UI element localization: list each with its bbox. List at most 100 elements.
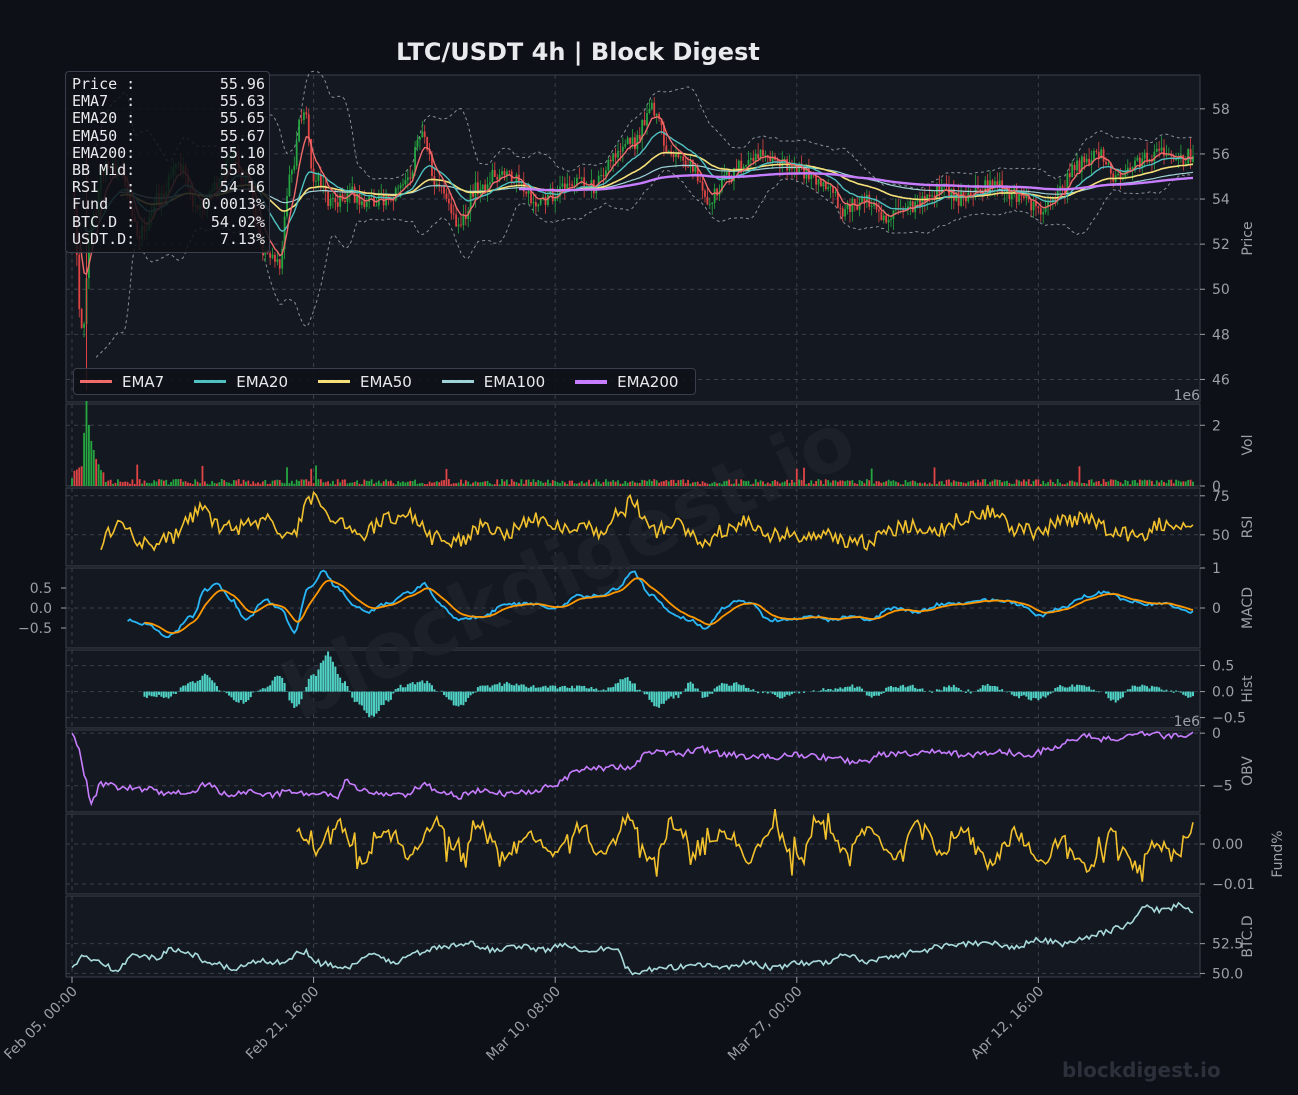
candle-body [1010,193,1013,200]
candle-body [1184,163,1187,165]
volume-bar [457,482,460,486]
histogram-bar [1083,685,1086,692]
histogram-bar [662,691,665,704]
histogram-bar [923,691,926,692]
histogram-bar [1136,686,1139,692]
volume-bar [805,484,808,486]
info-label: USDT.D: [72,229,136,248]
histogram-bar [653,691,656,707]
volume-bar [897,482,900,486]
histogram-bar [1076,684,1079,692]
volume-bar [682,479,685,486]
histogram-bar [812,690,815,692]
volume-bar [145,482,148,486]
volume-bar [972,480,975,486]
volume-bar [191,484,194,486]
volume-bar [481,481,484,486]
volume-bar [725,480,728,486]
candle-body [619,150,622,152]
histogram-bar [409,683,412,692]
candle-body [752,157,755,162]
candle-body [300,119,303,121]
volume-bar [346,483,349,486]
histogram-bar [938,689,941,692]
candle-body [851,199,854,212]
volume-bar [1051,482,1054,486]
volume-bar [580,480,583,486]
volume-bar [213,482,216,486]
histogram-bar [505,681,508,692]
histogram-bar [551,685,554,692]
volume-bar [1163,481,1165,486]
volume-bar [554,480,557,486]
volume-bar [1085,483,1088,486]
candle-body [764,155,767,157]
candle-body [580,177,583,179]
macd-signal-line [144,577,1194,634]
candle-body [1100,149,1103,159]
volume-bar [387,481,390,486]
candle-body [655,113,658,116]
candle-body [317,174,320,181]
volume-bar [1047,482,1049,486]
volume-bar [421,482,424,486]
candle-body [568,183,571,185]
histogram-bar [916,688,919,692]
volume-bar [522,483,525,486]
histogram-bar [836,688,839,692]
histogram-bar [194,682,197,692]
volume-bar [1153,484,1156,486]
histogram-bar [537,687,540,692]
volume-bar [1126,480,1129,486]
histogram-bar [554,685,557,692]
histogram-bar [1034,691,1037,699]
histogram-bar [1170,690,1173,692]
candle-body [1088,158,1091,165]
histogram-bar [228,691,231,696]
volume-bar [1001,482,1004,486]
histogram-bar [372,691,375,717]
candle-body [965,196,967,202]
volume-bar [503,481,506,486]
histogram-bar [295,691,298,707]
histogram-bar [544,685,547,692]
histogram-bar [382,691,385,705]
histogram-bar [592,689,595,692]
candle-body [919,200,921,207]
histogram-bar [880,691,883,695]
y-tick-label: −0.01 [1212,877,1255,893]
info-row: Price : 55.96 [72,75,265,93]
histogram-bar [491,685,494,692]
histogram-bar [943,686,946,692]
histogram-bar [1025,691,1028,697]
volume-bar [532,479,535,486]
x-tick-label: Mar 10, 08:00 [483,984,564,1065]
volume-bar [493,484,496,486]
histogram-bar [240,691,243,701]
volume-bar [348,482,351,486]
candle-body [344,200,346,202]
volume-bar [1080,483,1083,486]
volume-bar [670,479,673,486]
candle-body [1163,147,1165,156]
candle-body [274,254,276,262]
volume-bar [1151,480,1153,486]
histogram-bar [336,674,339,692]
histogram-bar [1049,691,1052,694]
candle-body [1035,202,1037,207]
volume-bar [501,479,503,486]
histogram-bar [621,679,624,692]
histogram-bar [602,689,605,692]
candle-body [795,164,798,174]
candle-body [933,195,936,200]
histogram-bar [757,691,760,694]
volume-bar [1049,479,1052,486]
histogram-bar [945,687,948,692]
candle-body [634,137,636,150]
volume-bar [92,449,95,486]
candle-body [650,102,653,109]
candle-body [878,209,880,212]
histogram-bar [1114,691,1117,703]
histogram-bar [781,691,784,699]
volume-bar [1054,483,1057,486]
